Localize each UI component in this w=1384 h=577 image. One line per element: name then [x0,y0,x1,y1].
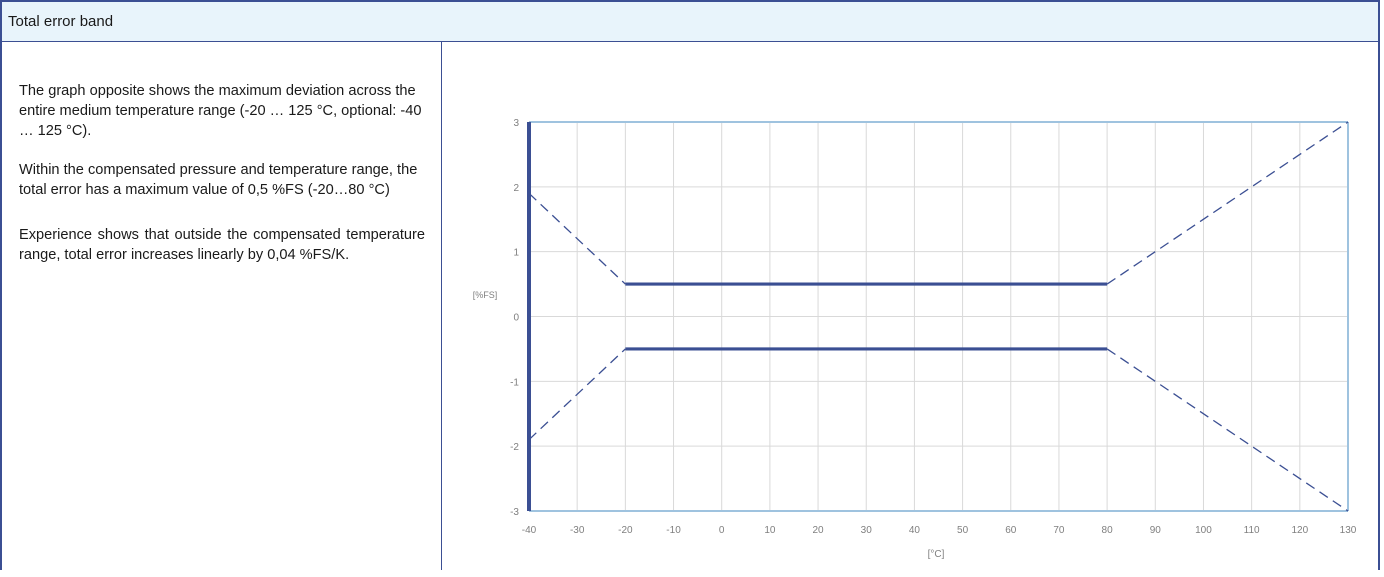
total-error-chart: -40 -30 -20 -10 0 10 20 30 40 50 60 70 80 90 100 110 120… [473,118,1357,560]
description-paragraph-1: The graph opposite shows the maximum dev… [19,83,422,139]
description-paragraph-2: Within the compensated pressure and temp… [19,162,418,198]
x-tick-label: 30 [861,525,873,536]
panel-title: Total error band [8,13,114,30]
y-tick-label: 1 [513,248,519,259]
description-paragraph-3: Experience shows that outside the compen… [19,227,425,263]
x-tick-label: 10 [764,525,776,536]
x-tick-label: 110 [1244,525,1260,536]
x-tick-label: 70 [1053,525,1065,536]
x-tick-label: -10 [666,525,681,536]
y-tick-label: 3 [513,118,519,129]
x-tick-label: 100 [1195,525,1212,536]
grid [528,121,1349,512]
error-extrapolation-line [1106,121,1349,285]
x-tick-label: 40 [909,525,921,536]
y-tick-label: 0 [513,313,519,324]
y-tick-label: -2 [510,442,519,453]
axes [527,121,1349,512]
x-tick-label: 90 [1150,525,1162,536]
error-extrapolation-line [528,192,626,285]
x-tick-label: -20 [618,525,633,536]
chart-area: -40 -30 -20 -10 0 10 20 30 40 50 60 70 80 90 100 110 120… [443,43,1380,572]
x-tick-label: 0 [719,525,725,536]
column-divider [441,42,442,570]
y-axis-label: [%FS] [473,290,498,300]
x-tick-label: 80 [1102,525,1114,536]
description-column: The graph opposite shows the maximum dev… [19,81,425,265]
x-tick-label: 120 [1291,525,1308,536]
x-axis-label: [°C] [928,549,945,560]
panel-header: Total error band [2,2,1378,42]
x-tick-label: 60 [1005,525,1017,536]
error-extrapolation-line [1106,348,1349,512]
y-tick-label: -3 [510,507,519,518]
y-tick-label: -1 [510,377,519,388]
y-tick-label: 2 [513,183,519,194]
x-tick-label: 20 [812,525,824,536]
error-extrapolation-line [528,348,626,441]
series [528,121,1349,512]
x-tick-label: 50 [957,525,969,536]
x-tick-label: -30 [570,525,585,536]
x-tick-label: 130 [1340,525,1357,536]
x-tick-label: -40 [522,525,537,536]
tick-labels: -40 -30 -20 -10 0 10 20 30 40 50 60 70 80 90 100 110 120… [510,118,1357,536]
